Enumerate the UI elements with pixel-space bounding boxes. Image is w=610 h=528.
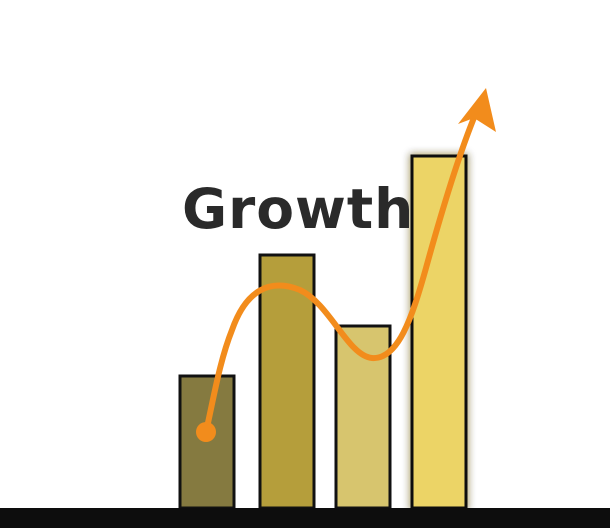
bar-4 xyxy=(410,154,468,510)
chart-title: Growth xyxy=(182,177,414,241)
trend-start-dot xyxy=(196,422,216,442)
trend-line xyxy=(203,105,481,435)
growth-arrow-icon xyxy=(458,88,496,132)
bar-1 xyxy=(178,374,236,510)
bars-group xyxy=(178,154,468,510)
ground-bar xyxy=(0,508,610,528)
